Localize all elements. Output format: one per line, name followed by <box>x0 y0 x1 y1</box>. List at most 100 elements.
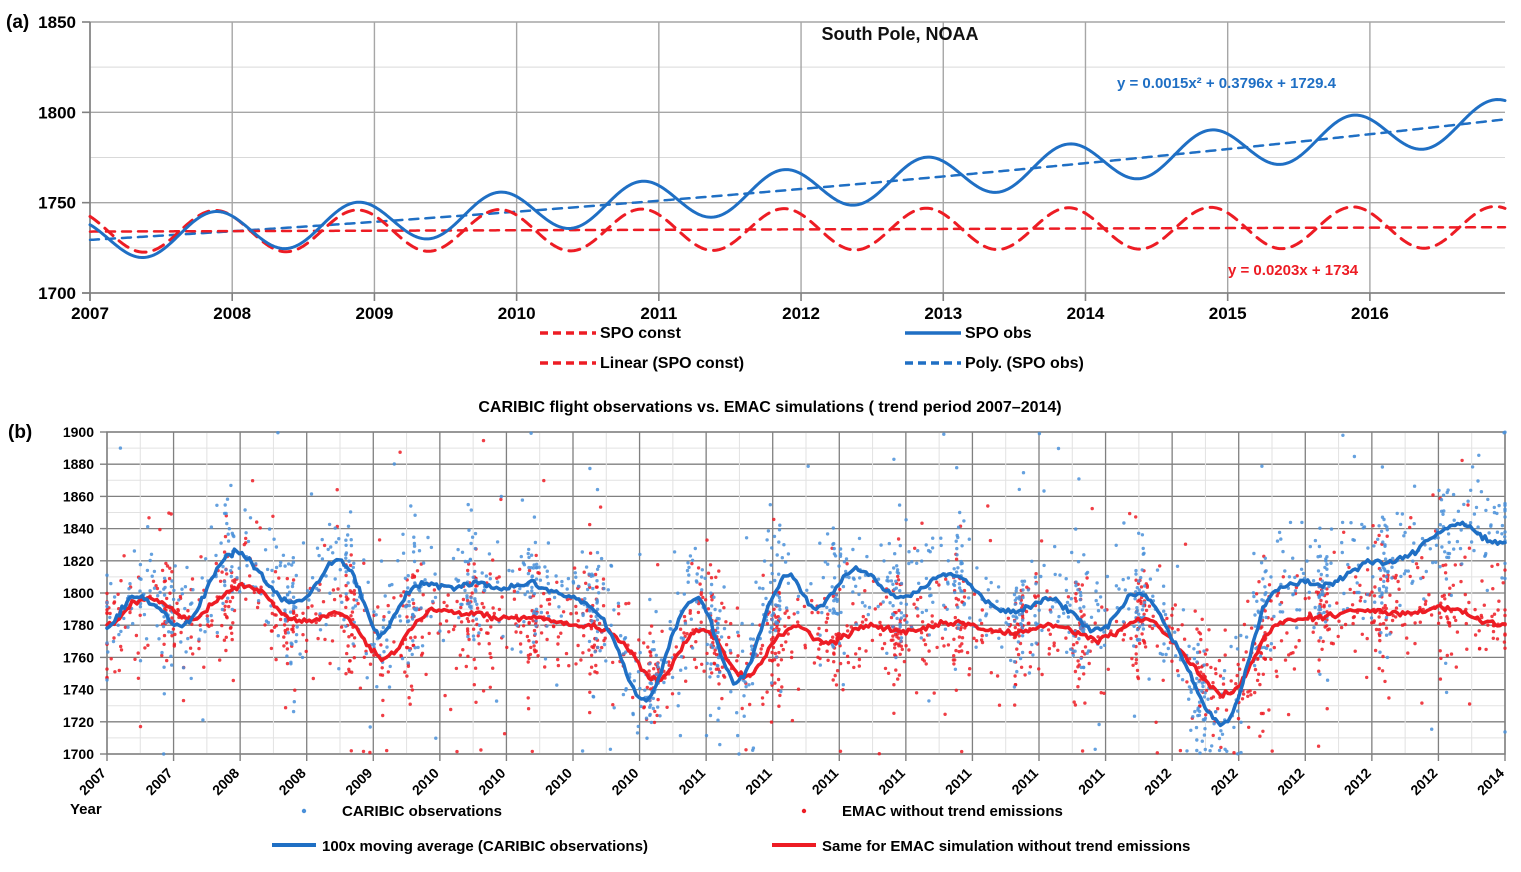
panel-b-scatter-point <box>1455 539 1460 544</box>
panel-b-scatter-point <box>545 569 549 573</box>
panel-b-scatter-point <box>1077 637 1081 641</box>
panel-b-scatter-point <box>927 699 931 703</box>
panel-b-scatter-point <box>1058 573 1062 577</box>
panel-b-scatter-point <box>920 521 924 525</box>
panel-b-scatter-point <box>954 539 958 543</box>
panel-b-scatter-point <box>454 666 459 671</box>
panel-b-scatter-point <box>1261 577 1265 581</box>
panel-b-scatter-point <box>655 713 659 718</box>
panel-b-scatter-point <box>470 591 474 595</box>
panel-b-scatter-point <box>136 651 140 655</box>
panel-b-scatter-point <box>587 648 591 652</box>
panel-b-scatter-point <box>1447 540 1451 544</box>
panel-b-scatter-point <box>1339 625 1344 630</box>
panel-b-scatter-point <box>841 688 845 692</box>
panel-b-scatter-point <box>1472 548 1476 553</box>
panel-b-scatter-point <box>898 543 902 548</box>
panel-b-scatter-point <box>1324 600 1329 604</box>
panel-b-scatter-point <box>927 649 931 653</box>
panel-a-series-spo-obs <box>88 98 1507 260</box>
panel-b-scatter-point <box>224 635 228 639</box>
panel-b-scatter-point <box>1056 648 1060 652</box>
panel-b-scatter-point <box>149 552 154 556</box>
panel-b-scatter-point <box>415 606 419 610</box>
panel-b-scatter-point <box>171 627 176 631</box>
panel-b-scatter-point <box>576 584 581 588</box>
panel-b-scatter-point <box>1132 714 1137 718</box>
panel-b-scatter-point <box>108 611 112 616</box>
panel-b-scatter-point <box>105 573 109 577</box>
panel-b-scatter-point <box>1323 620 1328 624</box>
panel-b-scatter-point <box>1383 603 1387 608</box>
panel-b-scatter-point <box>1252 594 1256 599</box>
panel-b-scatter-point <box>344 672 348 676</box>
panel-b-scatter-point <box>695 580 699 584</box>
panel-b-scatter-point <box>683 621 688 625</box>
panel-b-scatter-point <box>225 572 229 576</box>
panel-b-scatter-point <box>724 643 729 647</box>
panel-b-scatter-point <box>984 576 988 580</box>
panel-b-scatter-point <box>479 748 483 752</box>
panel-b-scatter-point <box>980 608 984 612</box>
panel-b-scatter-point <box>117 668 122 673</box>
panel-b-scatter-point <box>945 607 949 611</box>
panel-b-scatter-point <box>1445 555 1449 559</box>
panel-b-scatter-point <box>1155 751 1160 755</box>
panel-b-scatter-point <box>1139 599 1143 604</box>
panel-b-scatter-point <box>1438 565 1442 569</box>
panel-b-scatter-point <box>946 580 950 584</box>
panel-b-scatter-point <box>1381 654 1385 659</box>
panel-b-scatter-point <box>167 576 172 581</box>
panel-b-scatter-point <box>138 576 142 581</box>
panel-b-scatter-point <box>480 601 484 606</box>
panel-b-scatter-point <box>720 601 724 605</box>
panel-b-scatter-point <box>717 706 721 710</box>
panel-b-scatter-point <box>1213 667 1218 671</box>
panel-b-scatter-point <box>863 589 867 593</box>
panel-b-scatter-point <box>350 610 355 614</box>
panel-b-scatter-point <box>218 658 222 662</box>
panel-b-scatter-point <box>720 665 725 669</box>
panel-b-scatter-point <box>459 602 463 606</box>
panel-b-scatter-point <box>1495 637 1500 641</box>
panel-b-scatter-point <box>965 650 970 655</box>
panel-b-scatter-point <box>1057 614 1061 619</box>
panel-b-scatter-point <box>588 466 592 471</box>
panel-b-scatter-point <box>1249 693 1253 697</box>
panel-b-scatter-point <box>520 498 525 502</box>
panel-b-scatter-point <box>777 704 781 708</box>
panel-a-x-tick: 2008 <box>213 304 251 323</box>
panel-b-scatter-point <box>1133 597 1137 601</box>
panel-b-scatter-point <box>974 645 978 649</box>
panel-b-scatter-point <box>1365 568 1370 572</box>
panel-b-scatter-point <box>1377 615 1381 619</box>
panel-b-scatter-point <box>1257 672 1261 676</box>
panel-b-scatter-point <box>1202 649 1206 653</box>
panel-b-scatter-point <box>1480 579 1484 583</box>
panel-b-scatter-point <box>1074 592 1078 596</box>
panel-b-scatter-point <box>152 569 157 574</box>
panel-b-scatter-point <box>747 683 751 687</box>
panel-b-scatter-point <box>421 593 425 597</box>
panel-b-scatter-point <box>769 563 773 567</box>
panel-b-scatter-point <box>953 579 957 583</box>
panel-b-scatter-point <box>1004 621 1008 625</box>
panel-b-scatter-point <box>1459 528 1463 532</box>
panel-b-scatter-point <box>401 551 406 555</box>
panel-b-scatter-point <box>185 565 189 570</box>
panel-b-scatter-point <box>382 615 386 619</box>
panel-b-scatter-point <box>1027 671 1032 675</box>
panel-b-scatter-point <box>531 619 535 623</box>
panel-b-scatter-point <box>1381 565 1385 570</box>
panel-b-scatter-point <box>263 623 267 627</box>
panel-b-scatter-point <box>1354 575 1358 579</box>
panel-b-scatter-point <box>588 672 592 676</box>
panel-b-scatter-point <box>572 566 577 570</box>
panel-b-scatter-point <box>679 668 683 672</box>
panel-b-scatter-point <box>215 630 219 635</box>
panel-b-scatter-point <box>864 618 868 622</box>
panel-b-scatter-point <box>699 620 703 624</box>
panel-b-scatter-point <box>1472 512 1477 516</box>
panel-b-scatter-point <box>1365 636 1369 641</box>
panel-b-scatter-point <box>265 567 270 572</box>
